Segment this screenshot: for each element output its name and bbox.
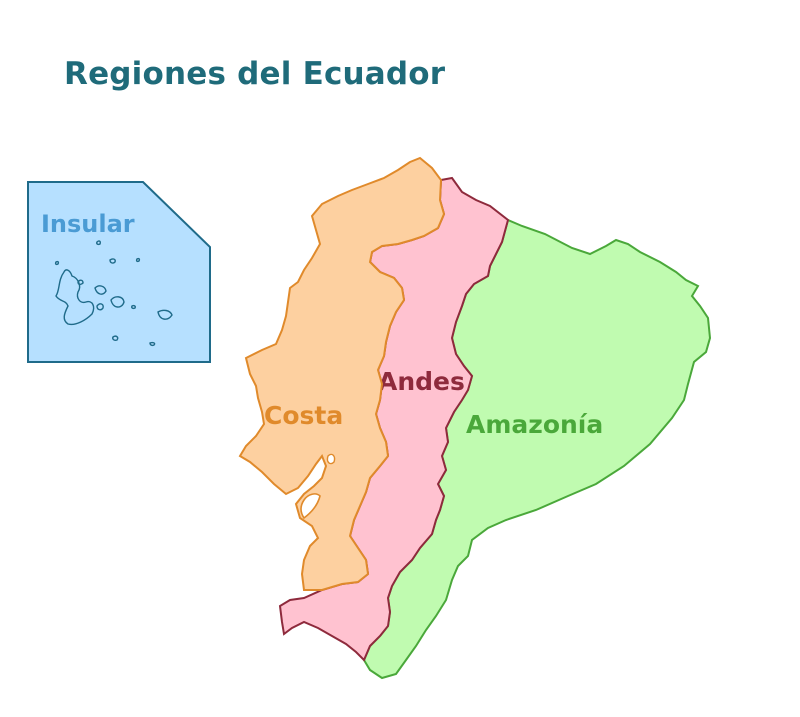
page-title: Regiones del Ecuador bbox=[64, 56, 446, 92]
guayaquil-gulf-island bbox=[300, 493, 321, 520]
insular-inset-box bbox=[27, 181, 211, 363]
coastal-islet bbox=[326, 453, 336, 465]
region-costa[interactable]: Costa bbox=[238, 156, 446, 591]
galapagos-islands bbox=[54, 240, 173, 347]
andes-label: Andes bbox=[378, 367, 465, 396]
region-amazonia[interactable]: Amazonía bbox=[362, 218, 712, 680]
insular-label: Insular bbox=[41, 210, 135, 238]
region-andes[interactable]: Andes bbox=[278, 176, 510, 662]
costa-label: Costa bbox=[264, 401, 343, 430]
region-insular[interactable]: Insular bbox=[27, 181, 211, 363]
costa-shape bbox=[238, 156, 446, 591]
amazonia-label: Amazonía bbox=[466, 410, 603, 439]
